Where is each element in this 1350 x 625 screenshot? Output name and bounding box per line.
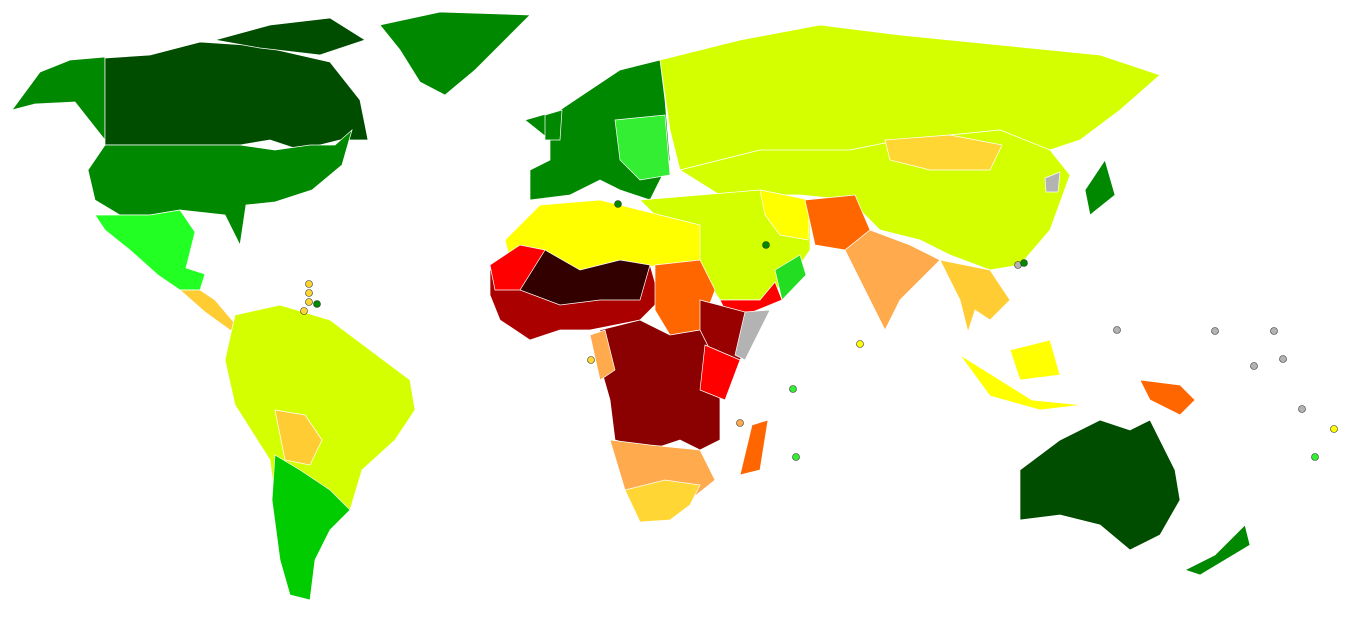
- island-marker: [1020, 259, 1028, 267]
- country-region: [774, 254, 807, 301]
- country-region: [94, 209, 206, 291]
- island-marker: [300, 307, 308, 315]
- country-region: [379, 11, 531, 96]
- country-region: [104, 41, 369, 151]
- country-region: [624, 479, 701, 523]
- island-marker: [1211, 327, 1219, 335]
- country-region: [1184, 524, 1251, 576]
- country-region: [589, 329, 616, 381]
- country-region: [1019, 419, 1181, 551]
- country-region: [1139, 379, 1196, 416]
- island-marker: [789, 385, 797, 393]
- island-marker: [1250, 362, 1258, 370]
- country-region: [514, 249, 651, 306]
- country-region: [734, 309, 771, 361]
- island-marker: [736, 419, 744, 427]
- country-region: [759, 189, 811, 241]
- country-region: [11, 56, 106, 142]
- country-region: [884, 134, 1003, 171]
- island-marker: [587, 356, 595, 364]
- country-region: [1009, 339, 1061, 381]
- country-region: [1084, 159, 1116, 216]
- island-marker: [792, 453, 800, 461]
- island-marker: [1279, 355, 1287, 363]
- island-marker: [305, 280, 313, 288]
- island-marker: [1330, 425, 1338, 433]
- country-region: [1044, 171, 1061, 193]
- country-region: [214, 17, 366, 56]
- island-marker: [313, 300, 321, 308]
- country-region: [614, 114, 671, 181]
- island-marker: [614, 200, 622, 208]
- island-marker: [762, 241, 770, 249]
- regions: [11, 11, 1251, 601]
- country-region: [489, 244, 546, 291]
- island-markers: [300, 200, 1338, 461]
- island-marker: [1270, 327, 1278, 335]
- island-marker: [305, 289, 313, 297]
- island-marker: [1298, 405, 1306, 413]
- island-marker: [1113, 326, 1121, 334]
- island-marker: [856, 340, 864, 348]
- country-region: [271, 454, 351, 601]
- country-region: [939, 259, 1011, 334]
- island-marker: [1311, 453, 1319, 461]
- country-region: [599, 319, 721, 451]
- country-region: [544, 109, 563, 141]
- island-marker: [305, 298, 313, 306]
- country-region: [224, 304, 416, 601]
- country-region: [699, 344, 741, 401]
- country-region: [87, 128, 353, 247]
- country-region: [274, 409, 323, 466]
- country-region: [844, 229, 941, 331]
- country-region: [959, 354, 1083, 411]
- country-region: [739, 419, 769, 476]
